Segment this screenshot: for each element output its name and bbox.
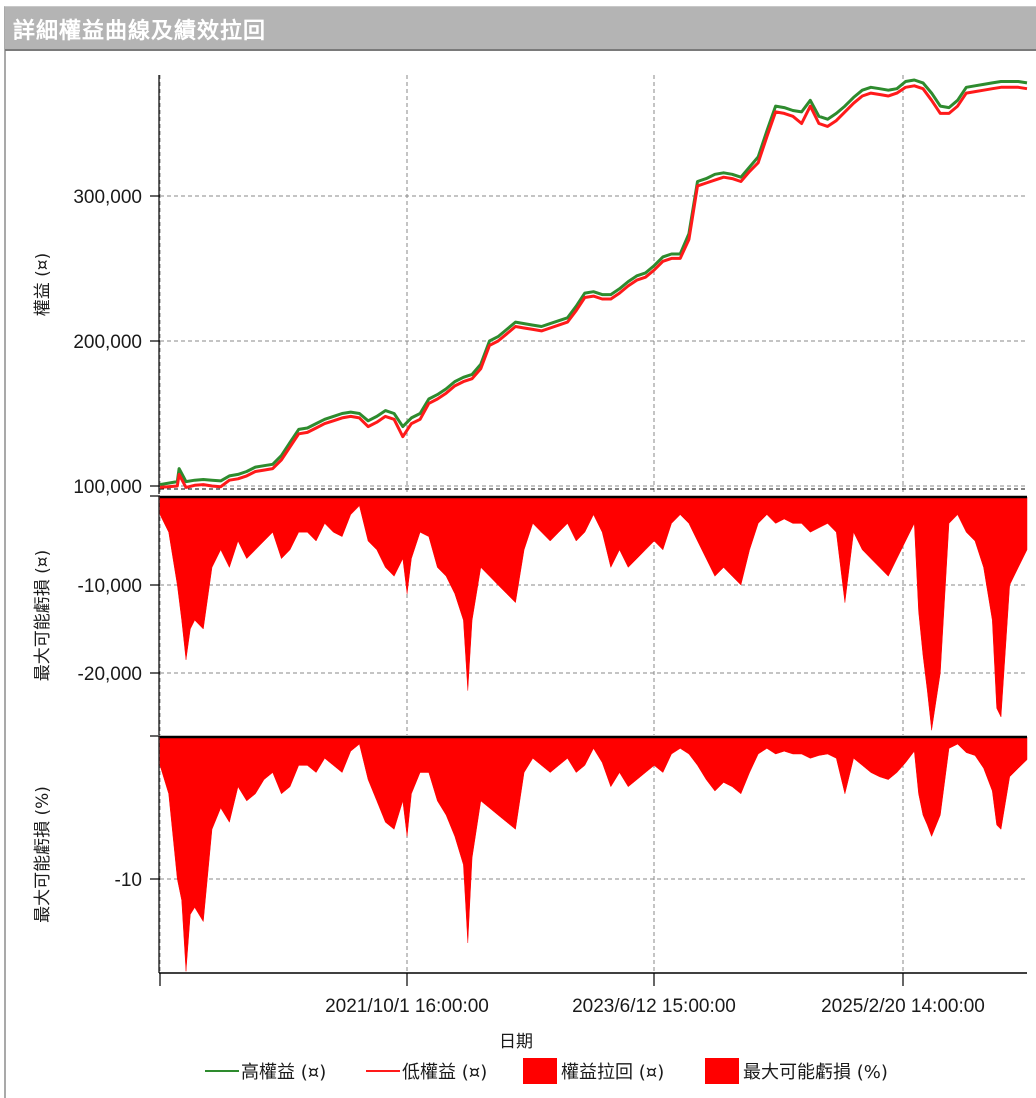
- y-tick-label: -10,000: [78, 576, 142, 597]
- equity-line: [159, 84, 1028, 489]
- y-tick-label: -10: [115, 870, 142, 891]
- chart-axes: [150, 75, 1027, 986]
- x-tick-label: 2021/10/1 16:00:00: [325, 996, 489, 1017]
- legend-item-max-loss-percent[interactable]: 最大可能虧損 (%): [705, 1058, 888, 1084]
- legend-item-low-equity[interactable]: 低權益 (¤): [366, 1058, 487, 1084]
- drawdown-area: [159, 736, 1028, 972]
- legend-label: 高權益 (¤): [241, 1062, 327, 1083]
- y-tick-label: -20,000: [78, 664, 142, 685]
- title-bar: 詳細權益曲線及績效拉回: [5, 7, 1036, 51]
- legend-item-equity-drawdown[interactable]: 權益拉回 (¤): [523, 1058, 664, 1084]
- y-tick-label: 100,000: [73, 477, 142, 498]
- red-box-icon: [523, 1058, 557, 1084]
- y-tick-label: 200,000: [73, 332, 142, 353]
- drawdown-area: [159, 496, 1028, 731]
- y-axis-title: 最大可能虧損 (¤): [33, 550, 53, 681]
- axis-labels: 100,000 200,000 300,000 權益 (¤) -10,000 -20,00…: [33, 187, 985, 1052]
- chart-series: [159, 78, 1028, 972]
- green-line-icon: [205, 1070, 239, 1072]
- x-tick-label: 2025/2/20 14:00:00: [821, 996, 985, 1017]
- y-axis-title: 權益 (¤): [33, 253, 53, 316]
- chart-legend: 高權益 (¤) 低權益 (¤) 權益拉回 (¤) 最大可能虧損 (%): [0, 1058, 1036, 1084]
- legend-label: 最大可能虧損 (%): [743, 1062, 888, 1083]
- equity-line: [159, 78, 1028, 487]
- legend-label: 低權益 (¤): [402, 1062, 488, 1083]
- x-axis-title: 日期: [499, 1032, 533, 1052]
- red-line-icon: [366, 1070, 400, 1072]
- grid-lines: [159, 75, 1027, 973]
- legend-item-high-equity[interactable]: 高權益 (¤): [205, 1058, 326, 1084]
- window-title: 詳細權益曲線及績效拉回: [13, 19, 267, 44]
- legend-label: 權益拉回 (¤): [561, 1062, 665, 1083]
- x-tick-label: 2023/6/12 15:00:00: [572, 996, 736, 1017]
- red-box-icon: [705, 1058, 739, 1084]
- y-axis-title: 最大可能虧損 (%): [33, 786, 53, 923]
- y-tick-label: 300,000: [73, 187, 142, 208]
